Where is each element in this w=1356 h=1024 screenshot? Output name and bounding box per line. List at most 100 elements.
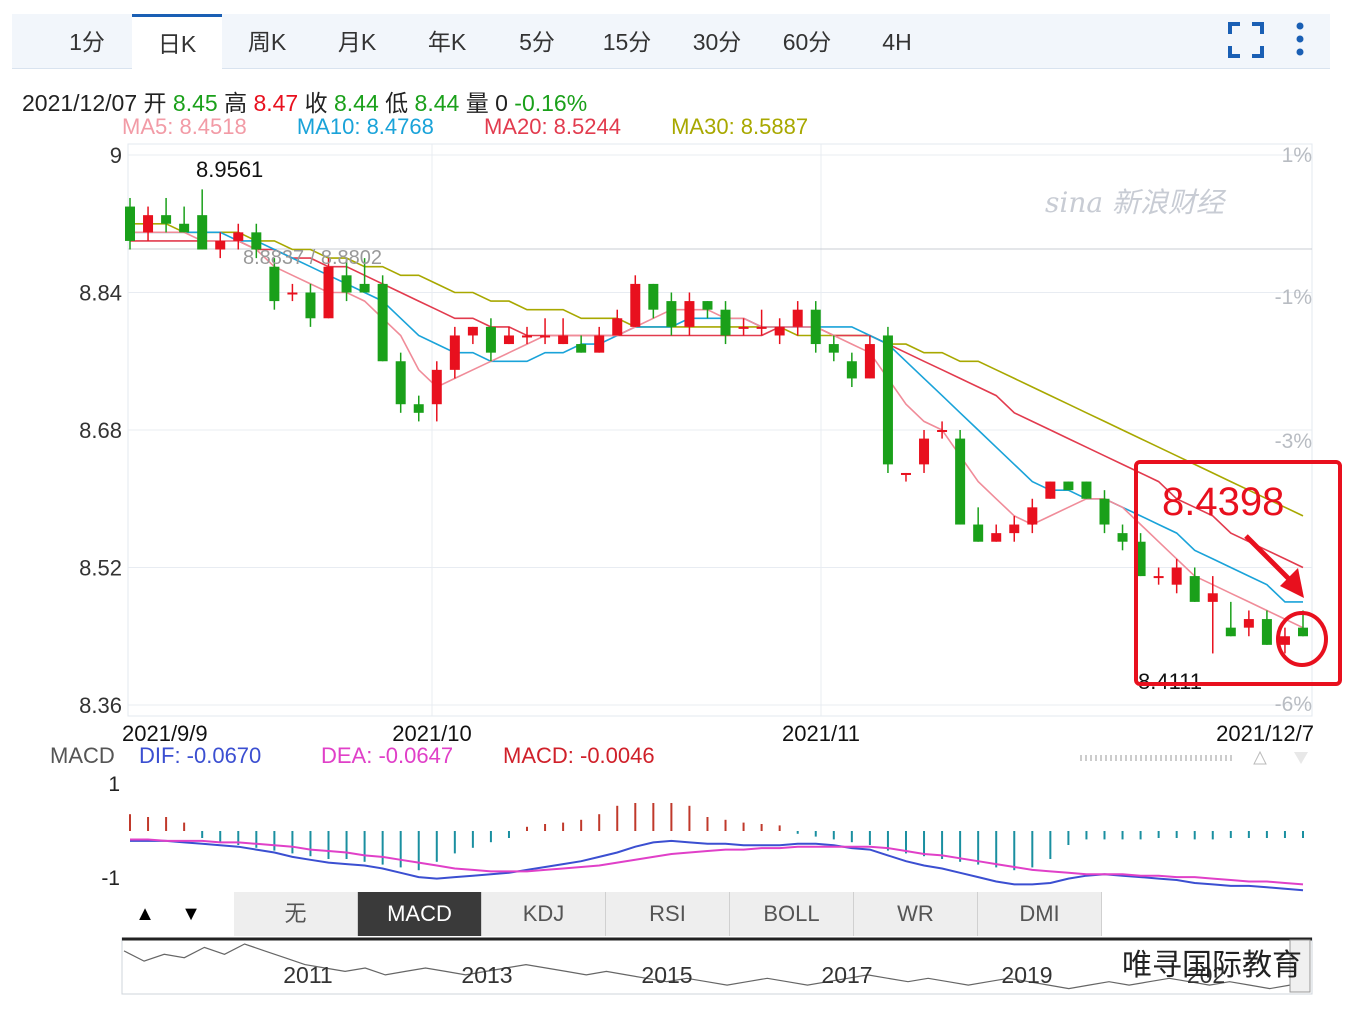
candle-body: [810, 309, 821, 345]
candle-body: [485, 326, 496, 353]
indicator-tab-rsi[interactable]: RSI: [606, 892, 730, 936]
candle-20: [485, 318, 496, 362]
indicator-tab-kdj[interactable]: KDJ: [482, 892, 606, 936]
tab-5min[interactable]: 5分: [519, 29, 555, 55]
candle-62: [1243, 610, 1254, 637]
watermark-education: 唯寻国际教育: [1122, 948, 1302, 983]
overview-year-label: 2011: [283, 962, 332, 988]
annotation-value: 8.4398: [1162, 480, 1284, 524]
down-arrow-button[interactable]: ▼: [168, 892, 214, 936]
candle-body: [377, 283, 388, 362]
candle-14: [377, 275, 388, 362]
indicator-tab-dmi[interactable]: DMI: [978, 892, 1102, 936]
candle-38: [810, 301, 821, 353]
annotation-arrow-shaft: [1244, 534, 1294, 584]
tab-30min[interactable]: 30分: [692, 29, 742, 55]
ma30-label: MA30: 8.5887: [671, 114, 809, 139]
info-high: 8.47: [253, 90, 299, 116]
candle-39: [828, 335, 839, 362]
indicator-tab-boll[interactable]: BOLL: [730, 892, 854, 936]
candle-27: [612, 309, 623, 336]
candle-body: [215, 240, 226, 250]
candle-body: [991, 533, 1002, 542]
up-arrow-button[interactable]: ▲: [122, 892, 168, 936]
ma30-line: [130, 223, 1304, 517]
reference-line-label: 8.8837 / 8.8802: [243, 247, 382, 269]
candle-body: [666, 301, 677, 327]
tab-daily[interactable]: 日K: [132, 14, 222, 69]
candle-25: [576, 335, 587, 353]
fullscreen-icon[interactable]: [1226, 20, 1266, 60]
dea-line: [130, 838, 1304, 886]
candle-52: [1063, 481, 1074, 491]
y-tick-label: 8.84: [79, 281, 122, 306]
candle-16: [413, 395, 424, 422]
candle-body: [1207, 593, 1218, 602]
ma10-label: MA10: 8.4768: [296, 114, 434, 139]
more-vertical-icon[interactable]: [1290, 20, 1310, 60]
candle-28: [630, 275, 641, 327]
indicator-tab-bar: ▲ ▼ 无 MACD KDJ RSI BOLL WR DMI: [122, 892, 1312, 936]
tab-1min[interactable]: 1分: [69, 29, 105, 55]
macd-value-label: MACD: -0.0046: [503, 743, 655, 768]
macd-legend-title: MACD: [50, 743, 115, 768]
annotation-arrow-head: [1280, 568, 1304, 598]
candle-60: [1207, 576, 1218, 654]
candle-body: [630, 283, 641, 327]
macd-y-tick: -1: [101, 867, 120, 890]
tab-weekly[interactable]: 周K: [247, 29, 287, 55]
watermark-sina: sina 新浪财经: [1045, 186, 1227, 219]
candle-body: [720, 309, 731, 336]
candles: [125, 189, 1308, 654]
highlight-box: [1134, 460, 1342, 686]
overview-year-label: 2013: [461, 962, 512, 988]
indicator-tab-none[interactable]: 无: [234, 892, 358, 936]
period-tab-bar: 1分 日K 周K 月K 年K 5分 15分 30分 60分 4H: [12, 14, 1330, 69]
candle-0: [125, 197, 135, 250]
candle-body: [1045, 481, 1056, 499]
candle-body: [900, 472, 911, 475]
candle-body: [937, 430, 948, 432]
candle-42: [882, 326, 893, 473]
indicator-tab-wr[interactable]: WR: [854, 892, 978, 936]
candle-body: [359, 283, 370, 293]
tab-60min[interactable]: 60分: [782, 29, 832, 55]
annotation-circle: [1276, 611, 1328, 667]
candle-48: [991, 524, 1002, 542]
annotations: 8.4398: [1134, 460, 1342, 686]
candle-body: [594, 335, 605, 353]
overview-drag-handle: [1289, 939, 1311, 993]
candle-58: [1171, 558, 1182, 594]
ma20-label: MA20: 8.5244: [483, 114, 621, 139]
pct-tick-label: -3%: [1275, 430, 1312, 453]
candle-body: [395, 361, 406, 405]
info-high-label: 高: [224, 90, 248, 116]
x-tick-label: 2021/12/7: [1216, 721, 1314, 746]
candle-body: [179, 223, 190, 233]
candle-23: [540, 318, 551, 345]
candle-body: [251, 232, 262, 250]
candle-17: [431, 361, 442, 422]
macd-y-tick: 1: [108, 773, 120, 796]
tab-15min[interactable]: 15分: [602, 29, 652, 55]
candle-12: [341, 258, 352, 302]
tab-yearly[interactable]: 年K: [427, 29, 467, 55]
candle-21: [503, 326, 514, 345]
candle-body: [702, 301, 713, 310]
candle-4: [197, 189, 208, 250]
candle-13: [359, 258, 370, 293]
min-price-label: 8.4111: [1138, 669, 1202, 694]
overview-year-label: 2015: [641, 962, 692, 988]
macd-up-arrow-icon: [1253, 750, 1267, 765]
indicator-tab-macd[interactable]: MACD: [358, 892, 482, 936]
candle-body: [1279, 636, 1290, 645]
tab-monthly[interactable]: 月K: [337, 29, 377, 55]
candle-55: [1117, 524, 1128, 551]
candle-body: [846, 361, 857, 379]
candle-40: [846, 352, 857, 388]
candle-body: [323, 266, 334, 319]
candle-body: [125, 206, 135, 241]
tab-4h[interactable]: 4H: [882, 29, 912, 55]
candle-61: [1225, 601, 1236, 637]
candle-body: [197, 215, 208, 250]
